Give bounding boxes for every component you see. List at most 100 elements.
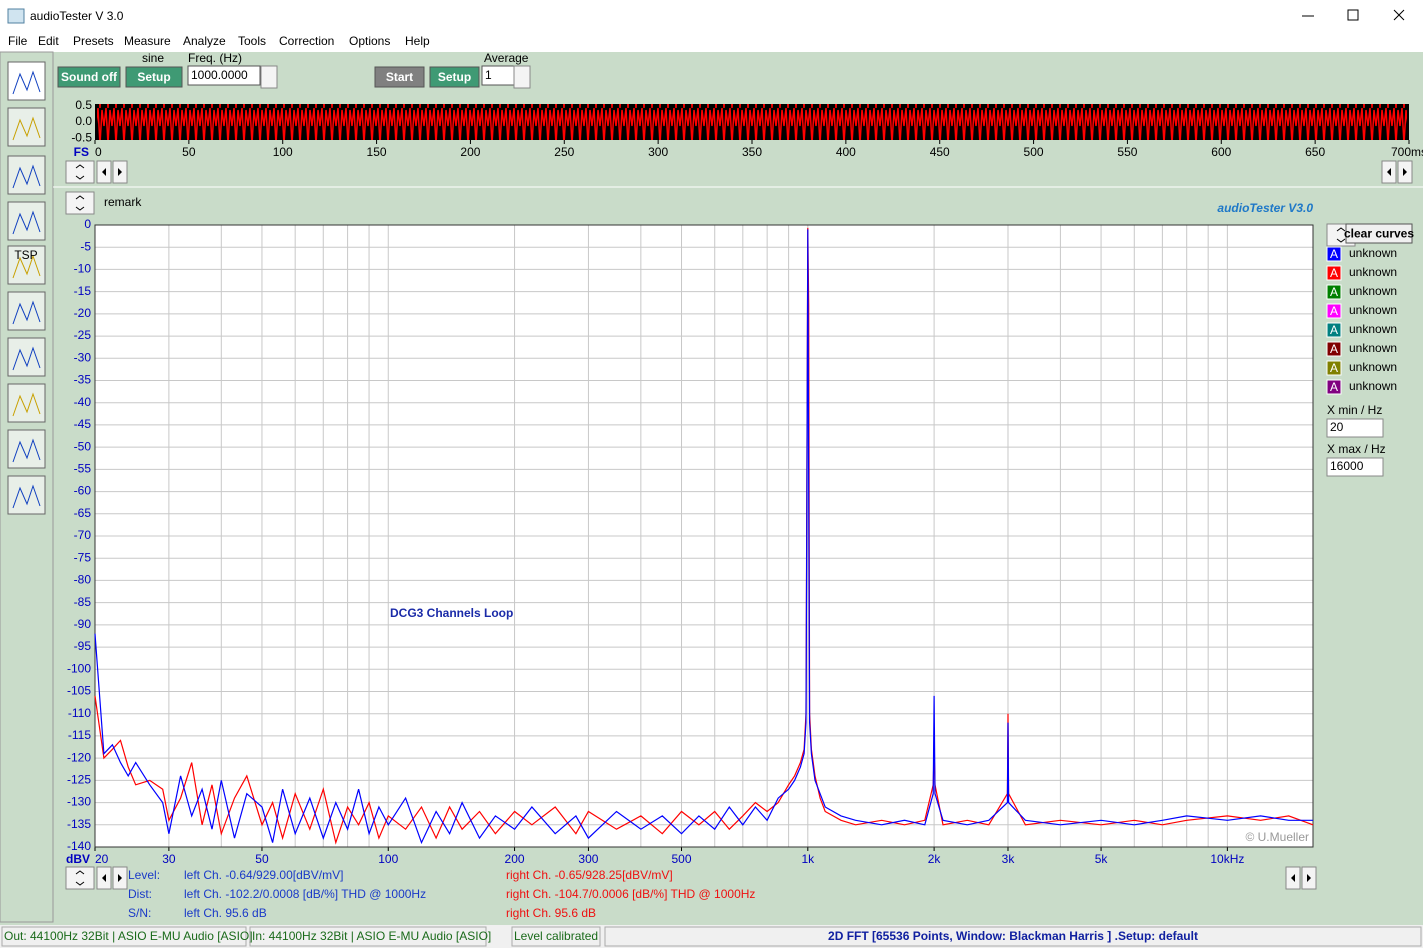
tool-icon — [12, 484, 41, 509]
curve-name: unknown — [1349, 341, 1397, 355]
y-tick-label: -80 — [74, 573, 92, 587]
remark: remark — [104, 195, 142, 209]
tool-button[interactable] — [7, 245, 46, 285]
tool-icon — [12, 70, 41, 95]
start[interactable] — [374, 66, 425, 88]
curve-symbol: A — [1330, 361, 1338, 375]
menu-item[interactable]: Options — [349, 34, 390, 48]
spinner[interactable] — [65, 191, 95, 215]
tool-tsp: TSP — [14, 248, 37, 262]
curve-name: unknown — [1349, 322, 1397, 336]
tool-button[interactable] — [7, 201, 46, 241]
tool-icon — [12, 210, 41, 235]
readout-right: right Ch. -0.65/928.25[dBV/mV] — [506, 868, 673, 882]
curve-box[interactable] — [1326, 303, 1342, 319]
spinner-arrows — [75, 870, 85, 886]
menu-item[interactable]: Edit — [38, 34, 59, 48]
curve-name: unknown — [1349, 379, 1397, 393]
setup[interactable] — [429, 66, 480, 88]
tool-button[interactable] — [7, 429, 46, 469]
scroll-arrows — [1291, 874, 1311, 882]
tool-button[interactable] — [7, 337, 46, 377]
average-value: 1 — [485, 68, 492, 82]
x-tick-label: 3k — [1002, 852, 1016, 866]
curve-box[interactable] — [1326, 360, 1342, 376]
y-tick-label: -130 — [67, 795, 91, 809]
spinner[interactable] — [65, 866, 95, 890]
curve-box[interactable] — [1326, 246, 1342, 262]
x-tick-label: 650 — [1305, 145, 1325, 159]
start-label: Start — [386, 70, 413, 84]
y-tick-label: -135 — [67, 817, 91, 831]
menu-item[interactable]: File — [8, 34, 28, 48]
y-tick-label: -40 — [74, 395, 92, 409]
curve-name: unknown — [1349, 284, 1397, 298]
y-tick-label: 0 — [84, 217, 91, 231]
curve-box[interactable] — [1326, 379, 1342, 395]
y-tick-label: -50 — [74, 439, 92, 453]
menu-item[interactable]: Tools — [238, 34, 266, 48]
readout-right: right Ch. -104.7/0.0006 [dB/%] THD @ 100… — [506, 887, 755, 901]
y-tick-label: -55 — [74, 462, 92, 476]
curve-name: unknown — [1349, 303, 1397, 317]
x-tick-label: 0 — [95, 145, 102, 159]
y-tick-label: -65 — [74, 506, 92, 520]
x-tick-label: 10kHz — [1210, 852, 1244, 866]
y-tick-label: -75 — [74, 550, 92, 564]
y-tick-label: -60 — [74, 484, 92, 498]
x-tick-label: 50 — [255, 852, 269, 866]
tool-button[interactable] — [7, 107, 46, 147]
menu-item[interactable]: Presets — [73, 34, 114, 48]
tool-button[interactable] — [7, 61, 46, 101]
setup[interactable] — [125, 66, 183, 88]
scope-waveform — [97, 104, 1407, 140]
freq-input[interactable] — [187, 65, 261, 86]
copyright: © U.Mueller — [1245, 830, 1309, 844]
y-tick-label: -110 — [68, 706, 91, 720]
scroll-arrows — [1387, 168, 1407, 176]
clear-curves[interactable] — [1345, 223, 1413, 244]
curve-name: unknown — [1349, 246, 1397, 260]
curve-box[interactable] — [1326, 284, 1342, 300]
status-text: Level calibrated — [514, 929, 598, 943]
readout-label: Level: — [128, 868, 160, 882]
y-tick-label: -0.5 — [71, 131, 92, 145]
y-tick-label: -100 — [67, 661, 91, 675]
scroll-arrows — [102, 168, 122, 176]
y-tick-label: -70 — [74, 528, 92, 542]
clear-curves-label: clear curves — [1344, 227, 1414, 241]
close[interactable] — [1393, 9, 1405, 21]
menu-item[interactable]: Analyze — [183, 34, 226, 48]
status-panel — [1, 926, 247, 947]
curve-symbol: A — [1330, 323, 1338, 337]
curve-box[interactable] — [1326, 265, 1342, 281]
tool-button[interactable] — [7, 291, 46, 331]
freq-spin[interactable] — [260, 65, 278, 89]
tool-button[interactable] — [7, 383, 46, 423]
xmax-value: 16000 — [1330, 459, 1364, 473]
y-axis-label: dBV — [66, 852, 90, 866]
menu-item[interactable]: Correction — [279, 34, 334, 48]
y-tick-label: -45 — [74, 417, 92, 431]
x-tick-label: 20 — [95, 852, 109, 866]
y-tick-label: -5 — [80, 239, 91, 253]
curve-box[interactable] — [1326, 341, 1342, 357]
curve-box[interactable] — [1326, 322, 1342, 338]
sound-off[interactable] — [57, 66, 121, 88]
tool-button[interactable] — [7, 155, 46, 195]
curve-name: unknown — [1349, 265, 1397, 279]
tool-button[interactable] — [7, 475, 46, 515]
y-tick-label: 0.0 — [75, 114, 92, 128]
tool-icon — [12, 438, 41, 463]
xmax-input[interactable] — [1326, 457, 1384, 477]
curve-symbol: A — [1330, 304, 1338, 318]
maximize[interactable] — [1347, 9, 1359, 21]
brand: audioTester V3.0 — [1217, 201, 1313, 215]
spinner[interactable] — [65, 160, 95, 184]
xmin-input[interactable] — [1326, 418, 1384, 438]
readout-label: Dist: — [128, 887, 152, 901]
menu-item[interactable]: Help — [405, 34, 430, 48]
average-spin[interactable] — [513, 65, 531, 89]
menu-item[interactable]: Measure — [124, 34, 171, 48]
y-tick-label: -115 — [68, 728, 91, 742]
